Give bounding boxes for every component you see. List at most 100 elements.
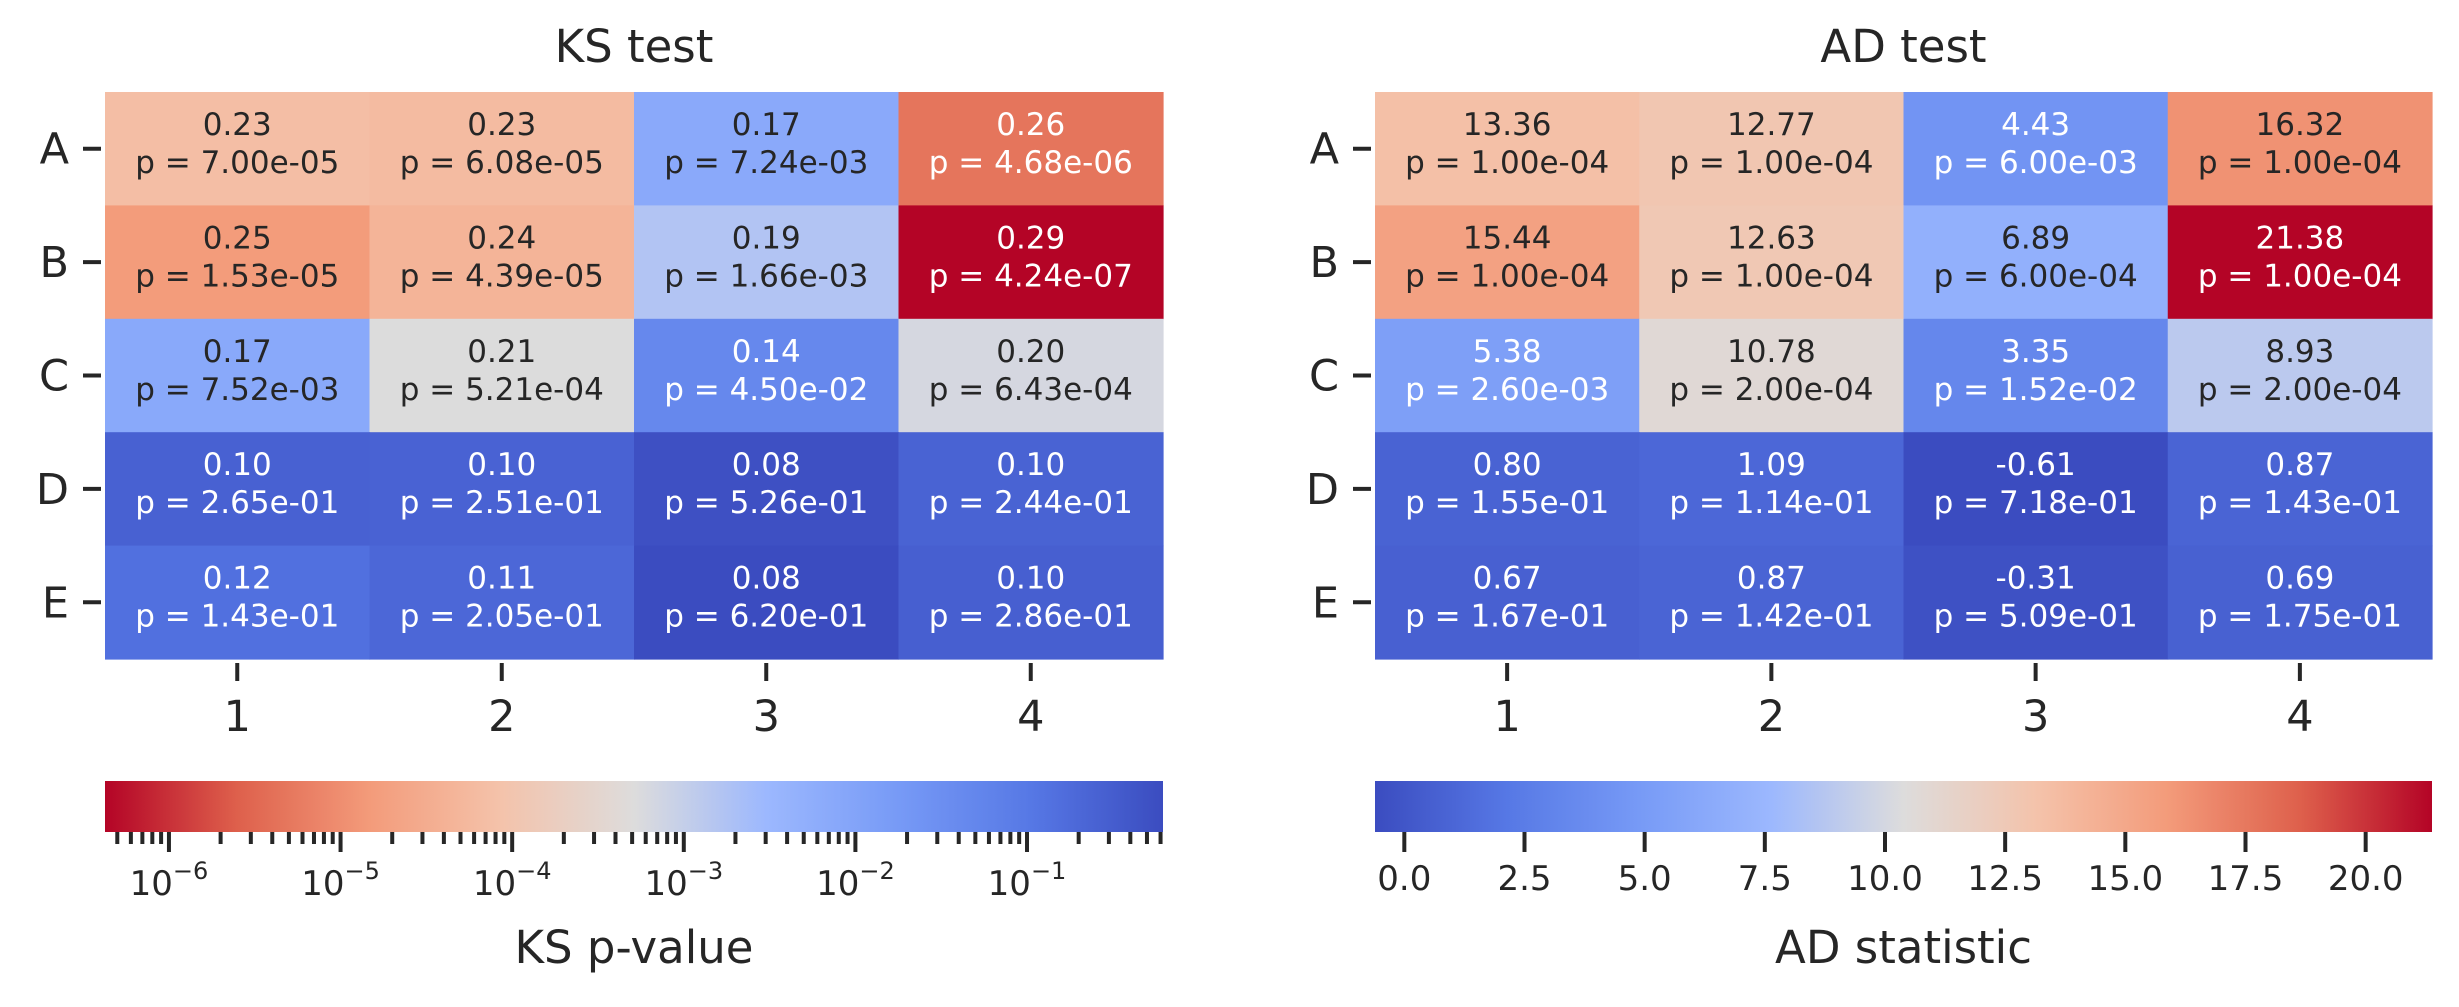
heatmap-cell-A2 — [369, 92, 635, 206]
heatmap-cell-D1 — [1375, 432, 1640, 547]
cell-statistic-label: 21.38 — [2256, 220, 2345, 256]
heatmap-cell-A3 — [1903, 92, 2169, 206]
colorbar-tick-label: 10−6 — [130, 857, 209, 904]
col-label-2: 2 — [1758, 692, 1785, 742]
row-label-B: B — [40, 238, 70, 288]
cell-statistic-label: 0.17 — [732, 107, 801, 143]
ad-panel-title: AD test — [1820, 20, 1986, 73]
heatmap-cell-B2 — [369, 205, 635, 320]
cell-pvalue-label: p = 7.52e-03 — [135, 372, 339, 408]
cell-pvalue-label: p = 2.51e-01 — [400, 485, 604, 521]
cell-pvalue-label: p = 6.00e-03 — [1934, 145, 2138, 181]
heatmap-cell-E3 — [1903, 545, 2169, 660]
heatmap-cell-E3 — [634, 545, 900, 660]
cell-pvalue-label: p = 5.21e-04 — [400, 372, 604, 408]
cell-statistic-label: 3.35 — [2001, 334, 2070, 370]
heatmap-cell-E1 — [1375, 545, 1640, 660]
cell-statistic-label: 0.08 — [732, 561, 801, 597]
cell-statistic-label: 0.10 — [996, 447, 1065, 483]
heatmap-cell-B3 — [634, 205, 900, 320]
ad-colorbar — [1375, 781, 2432, 832]
colorbar-tick-label: 10−5 — [301, 857, 380, 904]
cell-statistic-label: 15.44 — [1463, 220, 1552, 256]
heatmap-cell-D2 — [1639, 432, 1905, 547]
heatmap-cell-A2 — [1639, 92, 1905, 206]
colorbar-tick-label: 2.5 — [1497, 859, 1551, 899]
cell-statistic-label: 1.09 — [1737, 447, 1806, 483]
cell-pvalue-label: p = 4.68e-06 — [929, 145, 1133, 181]
cell-pvalue-label: p = 1.55e-01 — [1405, 485, 1609, 521]
cell-pvalue-label: p = 5.09e-01 — [1934, 599, 2138, 635]
cell-statistic-label: 0.21 — [467, 334, 536, 370]
cell-pvalue-label: p = 2.44e-01 — [929, 485, 1133, 521]
cell-statistic-label: 0.26 — [996, 107, 1065, 143]
cell-pvalue-label: p = 7.00e-05 — [135, 145, 339, 181]
heatmap-cell-E4 — [898, 545, 1164, 660]
row-label-A: A — [40, 125, 70, 175]
cell-statistic-label: -0.61 — [1996, 447, 2076, 483]
cell-statistic-label: 0.12 — [203, 561, 272, 597]
heatmap-cell-B4 — [898, 205, 1164, 320]
heatmap-cell-D4 — [2167, 432, 2433, 547]
cell-pvalue-label: p = 1.43e-01 — [135, 599, 339, 635]
col-label-3: 3 — [753, 692, 780, 742]
cell-statistic-label: 8.93 — [2265, 334, 2334, 370]
heatmap-cell-D4 — [898, 432, 1164, 547]
colorbar-tick-label: 10−3 — [644, 857, 723, 904]
heatmap-cell-B3 — [1903, 205, 2169, 320]
col-label-3: 3 — [2022, 692, 2049, 742]
cell-statistic-label: 0.80 — [1473, 447, 1542, 483]
ad-colorbar-label: AD statistic — [1775, 921, 2032, 974]
heatmap-cell-A1 — [105, 92, 371, 206]
heatmap-cell-E2 — [369, 545, 635, 660]
colorbar-tick-label: 20.0 — [2328, 859, 2404, 899]
cell-pvalue-label: p = 6.20e-01 — [664, 599, 868, 635]
cell-pvalue-label: p = 1.42e-01 — [1669, 599, 1873, 635]
heatmap-cell-D3 — [1903, 432, 2169, 547]
colorbar-tick-label: 10.0 — [1847, 859, 1923, 899]
cell-pvalue-label: p = 2.65e-01 — [135, 485, 339, 521]
cell-statistic-label: 0.23 — [203, 107, 272, 143]
cell-pvalue-label: p = 7.24e-03 — [664, 145, 868, 181]
heatmap-cell-C4 — [2167, 318, 2433, 433]
cell-pvalue-label: p = 1.14e-01 — [1669, 485, 1873, 521]
row-label-A: A — [1310, 125, 1340, 175]
cell-pvalue-label: p = 6.00e-04 — [1934, 258, 2138, 294]
cell-pvalue-label: p = 1.66e-03 — [664, 258, 868, 294]
cell-statistic-label: 10.78 — [1727, 334, 1816, 370]
heatmap-cell-B1 — [1375, 205, 1640, 320]
cell-statistic-label: 0.19 — [732, 220, 801, 256]
cell-statistic-label: 0.10 — [467, 447, 536, 483]
heatmap-cell-E4 — [2167, 545, 2433, 660]
heatmap-cell-E2 — [1639, 545, 1905, 660]
cell-statistic-label: 0.10 — [996, 561, 1065, 597]
cell-pvalue-label: p = 2.86e-01 — [929, 599, 1133, 635]
cell-statistic-label: 13.36 — [1463, 107, 1552, 143]
heatmap-cell-B2 — [1639, 205, 1905, 320]
heatmap-cell-C2 — [1639, 318, 1905, 433]
cell-pvalue-label: p = 1.00e-04 — [2198, 145, 2402, 181]
colorbar-tick-label: 5.0 — [1618, 859, 1672, 899]
cell-statistic-label: 0.17 — [203, 334, 272, 370]
cell-pvalue-label: p = 1.00e-04 — [1405, 145, 1609, 181]
cell-pvalue-label: p = 4.39e-05 — [400, 258, 604, 294]
cell-statistic-label: 5.38 — [1473, 334, 1542, 370]
colorbar-tick-label: 10−1 — [988, 857, 1067, 904]
heatmap-cell-C3 — [634, 318, 900, 433]
cell-statistic-label: 0.87 — [1737, 561, 1806, 597]
colorbar-tick-label: 12.5 — [1967, 859, 2043, 899]
cell-pvalue-label: p = 1.00e-04 — [1405, 258, 1609, 294]
cell-pvalue-label: p = 5.26e-01 — [664, 485, 868, 521]
cell-pvalue-label: p = 4.24e-07 — [929, 258, 1133, 294]
heatmap-cell-C2 — [369, 318, 635, 433]
row-label-B: B — [1310, 238, 1340, 288]
heatmap-cell-A3 — [634, 92, 900, 206]
colorbar-tick-label: 17.5 — [2208, 859, 2284, 899]
cell-statistic-label: 0.08 — [732, 447, 801, 483]
cell-statistic-label: 0.67 — [1473, 561, 1542, 597]
cell-statistic-label: 0.29 — [996, 220, 1065, 256]
heatmap-cell-B4 — [2167, 205, 2433, 320]
row-label-E: E — [1312, 578, 1339, 628]
